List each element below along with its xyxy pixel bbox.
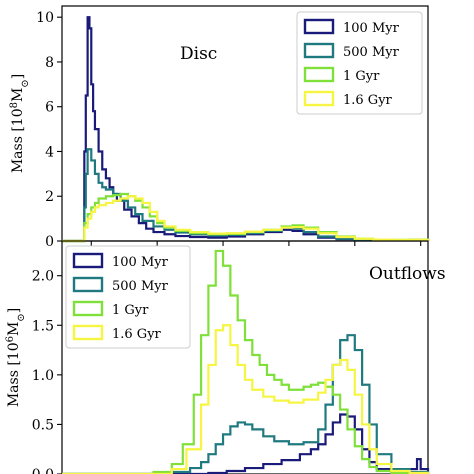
legend-swatch	[72, 252, 104, 269]
outflows-plot-frame	[61, 240, 429, 474]
y-tick-label: 1.0	[32, 368, 54, 384]
y-tick-label: 10	[36, 10, 54, 26]
legend-swatch	[303, 90, 335, 107]
outflows-y-ticks: 0.0 0.5 1.0 1.5 2.0	[32, 269, 62, 474]
legend-swatch	[72, 276, 104, 293]
outflows-y-axis-label: Mass [106M⊙]	[5, 308, 27, 407]
disc-y-axis-label: Mass [108M⊙]	[9, 74, 31, 173]
series-line-1-gyr	[62, 249, 430, 474]
y-tick-label: 1.5	[32, 318, 54, 334]
disc-ylabel-exp: 8	[9, 102, 20, 108]
legend-swatch	[303, 18, 335, 35]
legend-box	[65, 245, 191, 349]
legend-swatch	[72, 300, 104, 317]
disc-ylabel-unit: M	[10, 88, 26, 102]
series-line-1-6-gyr	[62, 195, 430, 243]
legend-swatch	[303, 66, 335, 83]
disc-ylabel-close: ]	[10, 74, 26, 79]
outflows-ylabel-unit: M	[6, 322, 22, 336]
y-tick-label: 0.0	[32, 467, 54, 474]
disc-series	[62, 16, 430, 243]
outflows-ylabel-sub: ⊙	[16, 313, 27, 321]
series-line-500-myr	[62, 334, 430, 474]
outflows-panel-title: Outflows	[369, 264, 446, 284]
disc-ylabel-main: Mass [10	[10, 108, 26, 173]
outflows-series	[62, 249, 430, 474]
legend-label: 100 Myr	[343, 21, 400, 36]
y-tick-label: 2.0	[32, 269, 54, 285]
disc-y-ticks: 0 2 4 6 8 10	[36, 10, 62, 250]
y-tick-label: 0.5	[32, 417, 54, 433]
legend-label: 1.6 Gyr	[112, 327, 162, 342]
legend-swatch	[303, 42, 335, 59]
outflows-ylabel-close: ]	[6, 308, 22, 313]
y-tick-label: 6	[45, 100, 54, 116]
disc-legend: 100 Myr 500 Myr 1 Gyr 1.6 Gyr	[296, 11, 423, 115]
disc-x-ticks	[90, 241, 422, 246]
y-tick-label: 2	[45, 189, 54, 205]
legend-label: 1 Gyr	[112, 303, 149, 318]
outflows-panel: 0.0 0.5 1.0 1.5 2.0 Outflows Mass [106M⊙] 10…	[5, 240, 446, 474]
legend-box	[296, 11, 423, 115]
y-tick-label: 0	[45, 234, 54, 250]
outflows-legend: 100 Myr 500 Myr 1 Gyr 1.6 Gyr	[65, 245, 191, 349]
legend-label: 500 Myr	[112, 279, 169, 294]
legend-label: 1 Gyr	[343, 69, 380, 84]
y-tick-label: 8	[45, 55, 54, 71]
legend-label: 1.6 Gyr	[343, 93, 393, 108]
y-tick-label: 4	[45, 144, 54, 160]
series-line-500-myr	[62, 148, 430, 243]
legend-swatch	[72, 324, 104, 341]
legend-label: 100 Myr	[112, 255, 169, 270]
legend-label: 500 Myr	[343, 45, 400, 60]
disc-panel-title: Disc	[180, 44, 217, 64]
outflows-ylabel-main: Mass [10	[6, 342, 22, 407]
disc-ylabel-sub: ⊙	[20, 79, 31, 87]
outflows-ylabel-exp: 6	[5, 336, 16, 342]
series-line-1-6-gyr	[62, 324, 430, 474]
